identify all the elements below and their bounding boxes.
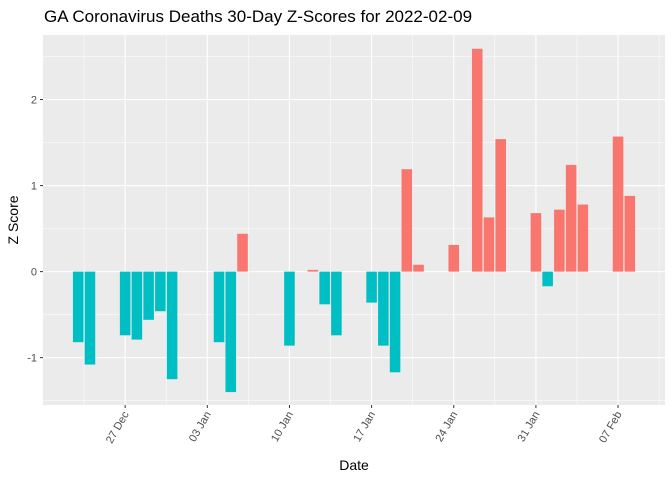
bar: [413, 264, 424, 272]
bar: [389, 271, 401, 373]
x-tick-label: 10 Jan: [269, 410, 296, 445]
y-tick-label: 0: [31, 267, 37, 279]
bar: [237, 233, 248, 272]
bar: [448, 244, 460, 272]
bar: [577, 204, 589, 272]
bar: [166, 271, 178, 380]
bar: [213, 271, 225, 343]
bar: [401, 169, 413, 272]
y-tick-label: 1: [31, 181, 37, 193]
bar: [471, 48, 483, 272]
x-tick-label: 24 Jan: [433, 410, 460, 445]
bar: [530, 213, 542, 272]
y-axis: -1 0 1 2: [27, 95, 43, 365]
chart-title: GA Coronavirus Deaths 30-Day Z-Scores fo…: [44, 7, 472, 26]
bar: [495, 139, 506, 272]
bar: [366, 271, 377, 303]
bar: [143, 271, 154, 320]
x-tick-label: 27 Dec: [104, 409, 132, 446]
bar: [119, 271, 131, 336]
y-axis-label: Z Score: [5, 195, 21, 244]
bar: [554, 209, 565, 272]
bar: [131, 271, 143, 340]
grid-minor: [43, 35, 665, 405]
bar: [72, 271, 84, 343]
y-tick-label: -1: [27, 353, 37, 365]
x-tick-label: 07 Feb: [597, 410, 625, 446]
x-tick-label: 17 Jan: [351, 410, 378, 445]
bars: [72, 48, 636, 393]
x-tick-label: 31 Jan: [516, 410, 543, 445]
bar: [319, 271, 330, 305]
x-tick-label: 03 Jan: [187, 410, 214, 445]
bar: [331, 271, 342, 336]
bar: [307, 269, 319, 272]
bar: [225, 271, 237, 393]
bar: [624, 195, 636, 272]
bar: [612, 136, 624, 272]
bar: [284, 271, 295, 346]
y-tick-label: 2: [31, 95, 37, 107]
bar: [542, 271, 553, 287]
bar: [84, 271, 96, 365]
bar: [378, 271, 389, 346]
bar: [565, 164, 577, 272]
x-axis-label: Date: [339, 457, 369, 473]
x-axis: 27 Dec 03 Jan 10 Jan 17 Jan 24 Jan 31 Jan 07 F…: [104, 405, 625, 446]
bar: [155, 271, 166, 312]
bar: [483, 217, 495, 272]
